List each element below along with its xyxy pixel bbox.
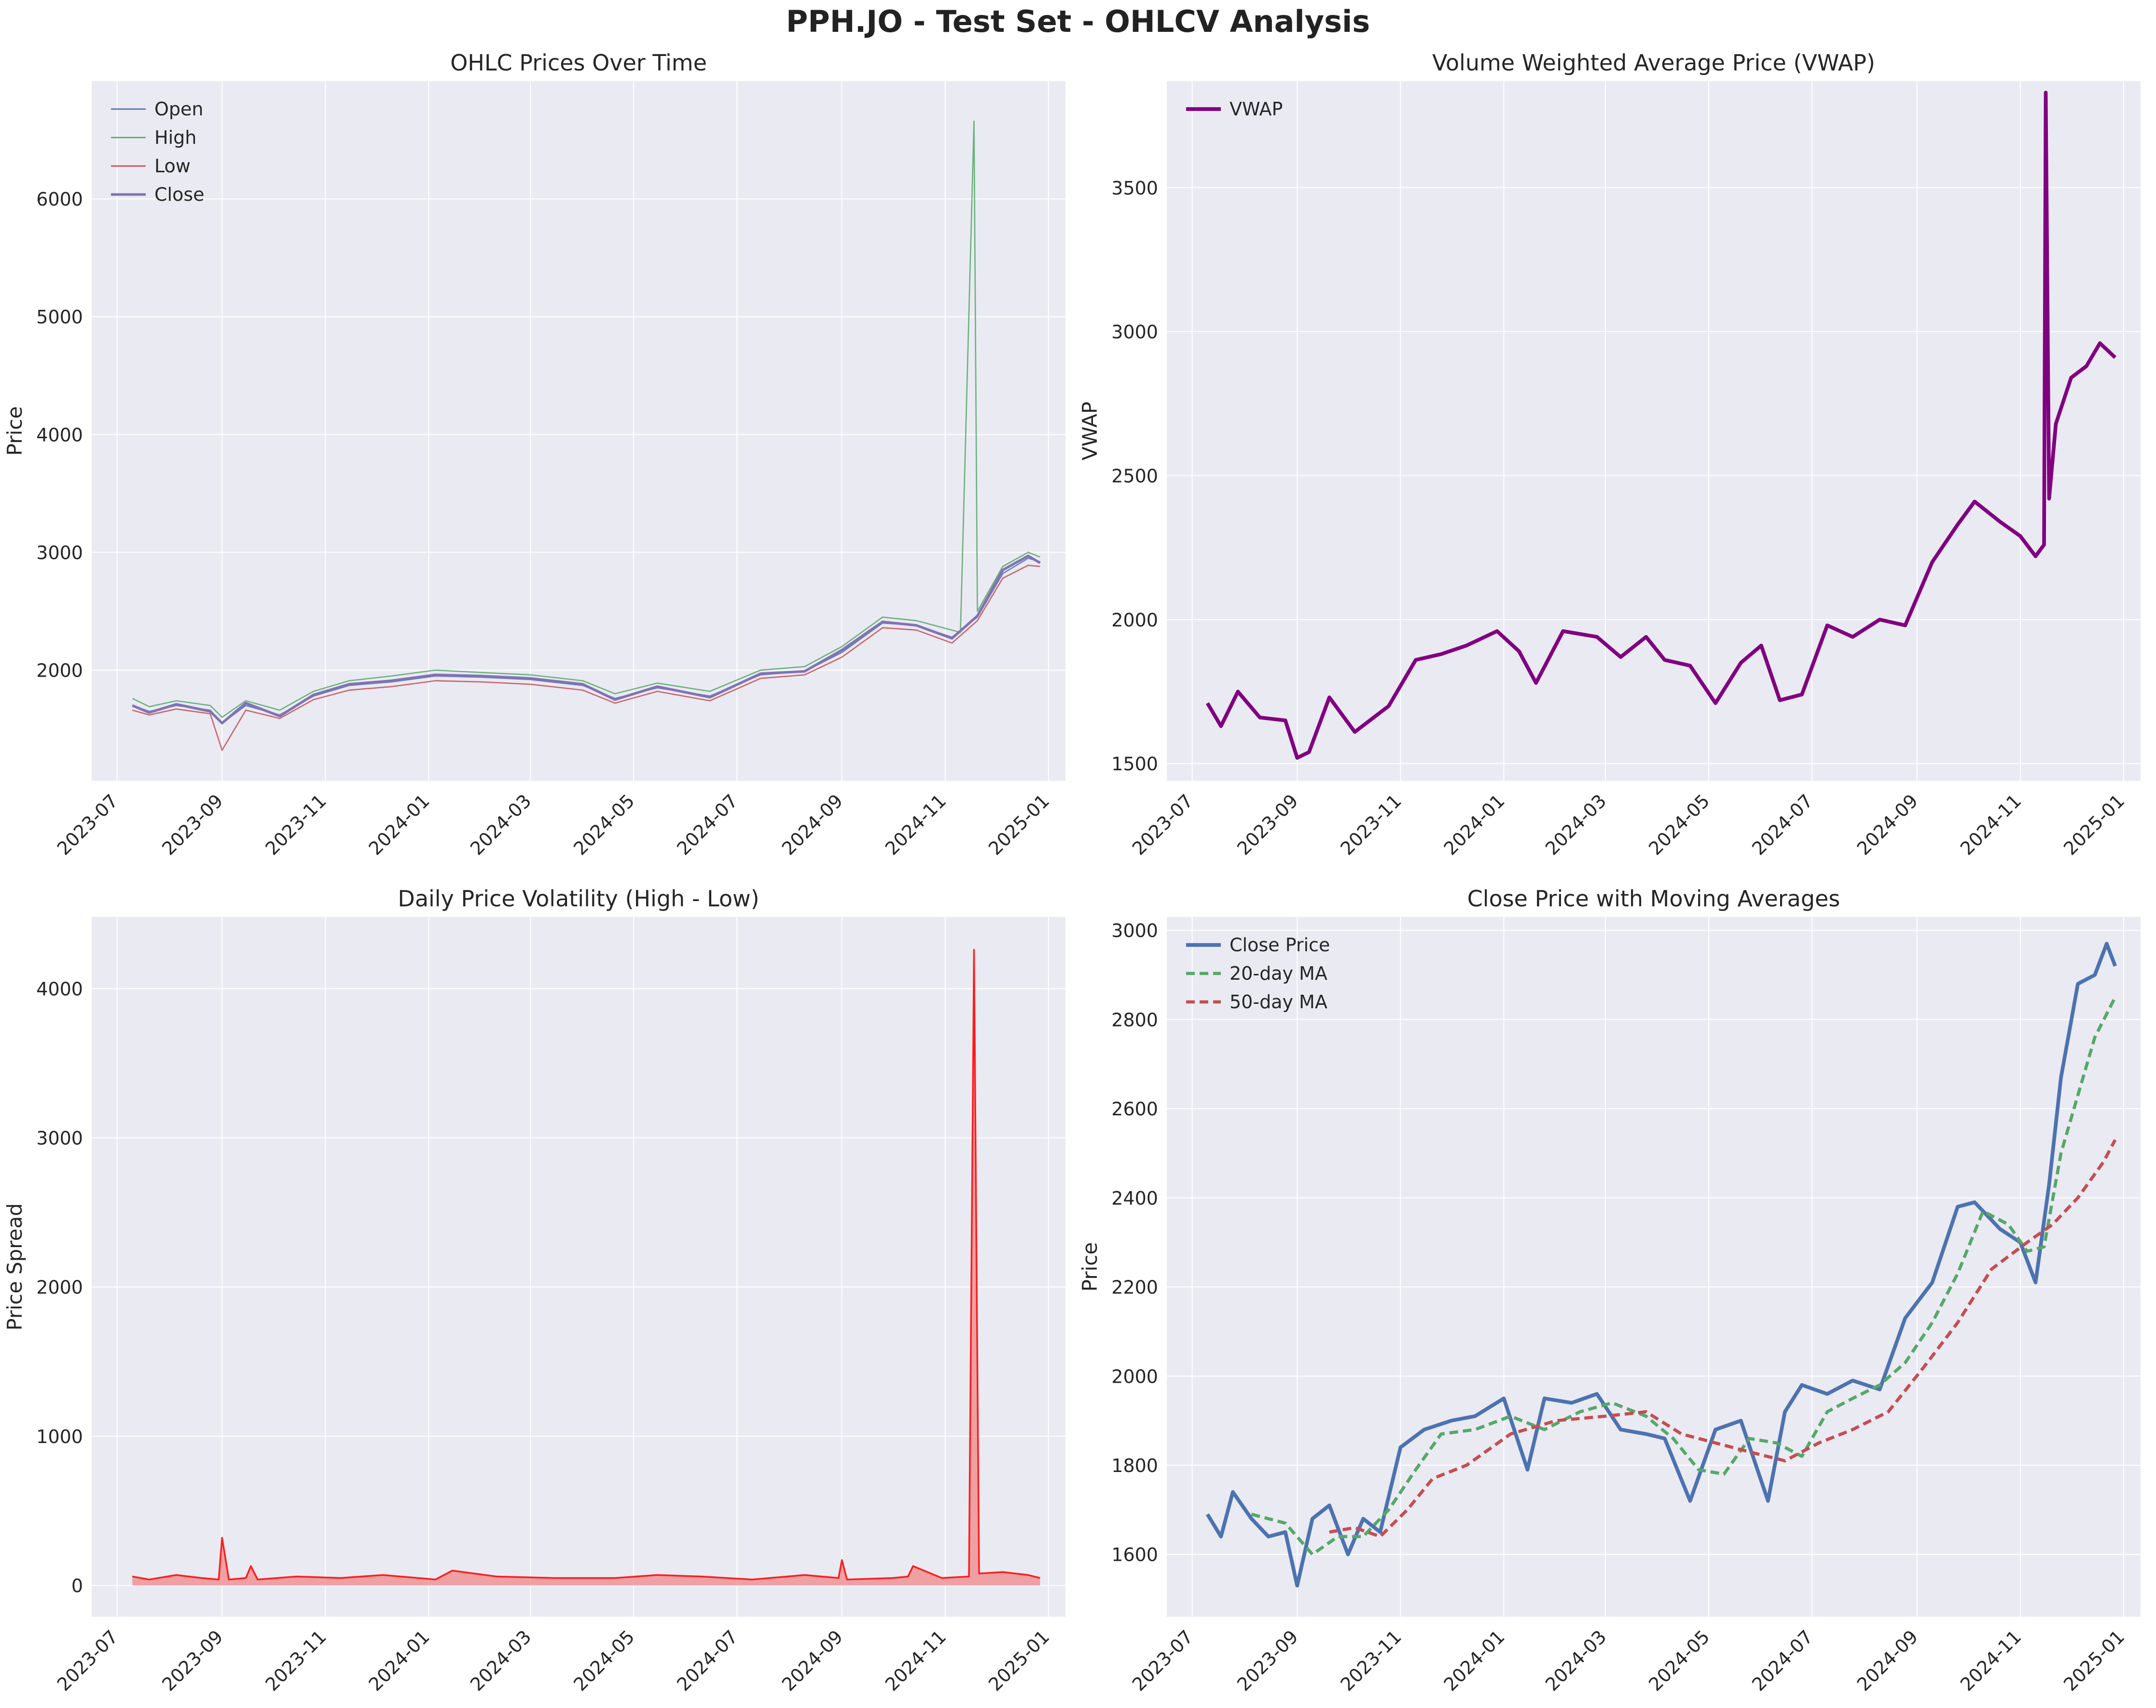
legend-label: Low	[154, 155, 191, 177]
series-line-close-price	[1205, 942, 2117, 1588]
subplot-title: Daily Price Volatility (High - Low)	[398, 886, 759, 912]
x-tick-label: 2023-09	[158, 790, 227, 859]
y-tick-label: 2000	[1111, 610, 1158, 631]
x-tick-label: 2024-07	[673, 1626, 742, 1695]
x-tick-label: 2024-11	[881, 1626, 950, 1695]
legend-label: VWAP	[1230, 98, 1283, 120]
y-tick-label: 4000	[36, 978, 83, 1000]
x-tick-label: 2024-01	[364, 1626, 433, 1695]
x-tick-label: 2024-07	[673, 790, 742, 859]
legend-label: Open	[154, 98, 204, 120]
legend-label: High	[154, 127, 196, 148]
y-tick-label: 2400	[1111, 1188, 1158, 1209]
y-tick-label: 3000	[1111, 321, 1158, 343]
x-tick-label: 2023-11	[261, 1626, 330, 1695]
plot-area	[1167, 917, 2141, 1617]
x-tick-label: 2024-03	[1541, 790, 1610, 859]
x-tick-label: 2024-05	[1645, 1626, 1714, 1695]
legend-label: 50-day MA	[1230, 991, 1327, 1013]
x-tick-label: 2023-07	[53, 1626, 122, 1695]
x-tick-label: 2024-05	[569, 1626, 638, 1695]
y-axis-label: Price	[3, 406, 27, 456]
x-tick-label: 2023-11	[261, 790, 330, 859]
x-tick-label: 2023-07	[1128, 790, 1197, 859]
y-tick-label: 2200	[1111, 1277, 1158, 1298]
x-tick-label: 2024-03	[466, 1626, 535, 1695]
subplot-title: Volume Weighted Average Price (VWAP)	[1432, 50, 1875, 76]
series-line-high	[132, 120, 1040, 718]
x-tick-label: 2023-09	[158, 1626, 227, 1695]
y-axis-label: Price Spread	[3, 1203, 27, 1331]
legend-label: 20-day MA	[1230, 963, 1327, 984]
legend-label: Close	[154, 184, 205, 205]
x-tick-label: 2025-01	[984, 790, 1053, 859]
y-axis-label: Price	[1078, 1242, 1102, 1291]
series-line-vwap	[1205, 91, 2117, 760]
y-tick-label: 3500	[1111, 178, 1158, 199]
y-tick-label: 1800	[1111, 1455, 1158, 1476]
y-tick-label: 5000	[36, 306, 83, 328]
x-tick-label: 2023-11	[1336, 790, 1405, 859]
x-tick-label: 2024-01	[1439, 790, 1508, 859]
series-line-close	[132, 555, 1041, 725]
y-tick-label: 2000	[1111, 1366, 1158, 1387]
x-tick-label: 2024-07	[1748, 1626, 1817, 1695]
y-tick-label: 1500	[1111, 753, 1158, 775]
x-tick-label: 2023-09	[1233, 790, 1302, 859]
x-tick-label: 2024-09	[1853, 1626, 1922, 1695]
x-tick-label: 2023-07	[1128, 1626, 1197, 1695]
subplot-title: OHLC Prices Over Time	[450, 50, 707, 76]
series-line-20-day-ma	[1251, 996, 2117, 1556]
x-tick-label: 2024-01	[364, 790, 433, 859]
y-tick-label: 1600	[1111, 1544, 1158, 1566]
x-tick-label: 2023-07	[53, 790, 122, 859]
x-tick-label: 2024-07	[1748, 790, 1817, 859]
x-tick-label: 2024-03	[1541, 1626, 1610, 1695]
ohlc-panel: 2000 3000 4000 5000 6000 2023-07 2023-09 2023-1…	[3, 50, 1065, 860]
x-tick-label: 2023-11	[1336, 1626, 1405, 1695]
volatility-panel: 0 1000 2000 3000 4000 2023-07 2023-09 2023-11 20…	[3, 886, 1065, 1695]
y-tick-label: 3000	[36, 1128, 83, 1149]
plot-area	[92, 81, 1065, 781]
y-tick-label: 3000	[36, 542, 83, 563]
y-tick-label: 0	[71, 1575, 83, 1597]
x-tick-label: 2024-11	[881, 790, 950, 859]
y-tick-label: 2000	[36, 1277, 83, 1298]
x-tick-label: 2024-11	[1956, 790, 2025, 859]
y-tick-label: 3000	[1111, 920, 1158, 942]
x-tick-label: 2023-09	[1233, 1626, 1302, 1695]
x-tick-label: 2024-03	[466, 790, 535, 859]
y-tick-label: 4000	[36, 424, 83, 445]
series-line-50-day-ma	[1329, 1139, 2117, 1539]
subplot-title: Close Price with Moving Averages	[1467, 886, 1840, 912]
x-tick-label: 2024-01	[1439, 1626, 1508, 1695]
x-tick-label: 2024-05	[569, 790, 638, 859]
y-tick-label: 1000	[36, 1426, 83, 1447]
x-tick-label: 2024-05	[1645, 790, 1714, 859]
y-tick-label: 2500	[1111, 465, 1158, 486]
x-tick-label: 2024-09	[778, 1626, 847, 1695]
x-tick-label: 2025-01	[2059, 790, 2128, 859]
plot-area	[1167, 81, 2141, 781]
x-tick-label: 2024-09	[778, 790, 847, 859]
x-tick-label: 2024-11	[1956, 1626, 2025, 1695]
series-line-spread	[132, 949, 1040, 1581]
y-axis-label: VWAP	[1078, 402, 1102, 460]
y-tick-label: 2800	[1111, 1009, 1158, 1030]
series-line-low	[132, 564, 1040, 751]
x-tick-label: 2025-01	[2059, 1626, 2128, 1695]
plot-area	[92, 917, 1065, 1617]
x-tick-label: 2025-01	[984, 1626, 1053, 1695]
x-tick-label: 2024-09	[1853, 790, 1922, 859]
figure-title: PPH.JO - Test Set - OHLCV Analysis	[786, 4, 1370, 39]
vwap-panel: 1500 2000 2500 3000 3500 2023-07 2023-09 2023-1…	[1078, 50, 2141, 860]
legend-label: Close Price	[1230, 934, 1330, 956]
y-tick-label: 2000	[36, 660, 83, 681]
y-tick-label: 6000	[36, 189, 83, 210]
y-tick-label: 2600	[1111, 1098, 1158, 1120]
moving-averages-panel: 1600 1800 2000 2200 2400 2600 2800 3000 2023-07 2…	[1078, 886, 2141, 1695]
